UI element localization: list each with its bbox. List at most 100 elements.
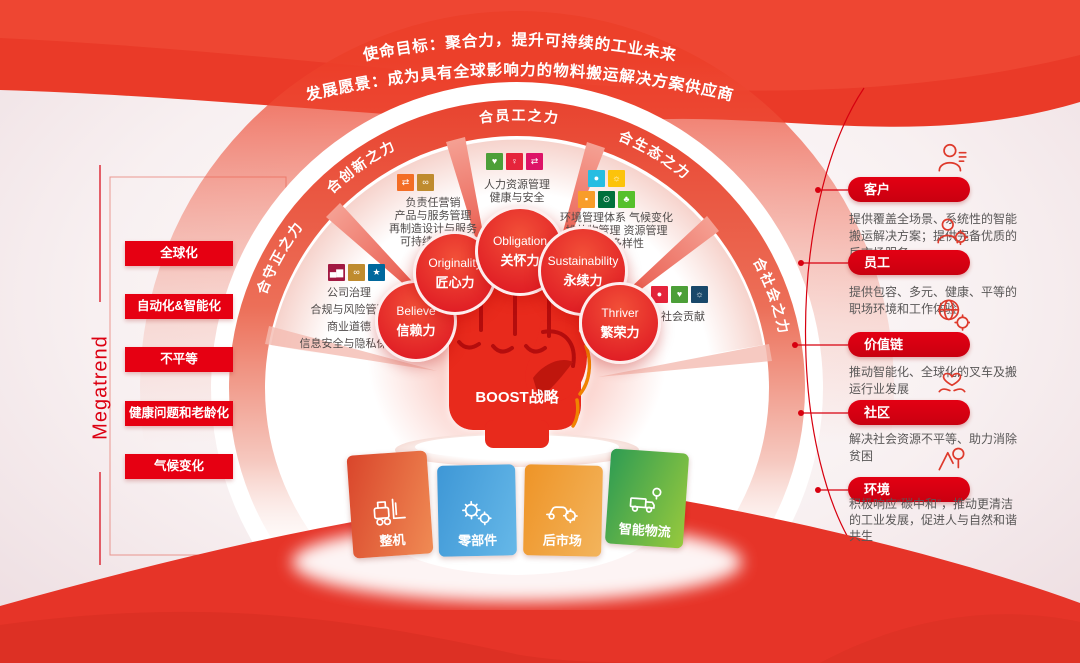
sdg-icon: ⇄ <box>397 174 414 191</box>
topic: 信息安全与隐私保护 <box>299 338 399 350</box>
circle-en-label: Believe <box>396 303 436 318</box>
circle-en-label: Thriver <box>601 305 639 320</box>
sdg-icon: ⊙ <box>598 191 615 208</box>
topic: 健康与安全 <box>489 192 545 204</box>
stakeholder-value-chain-desc: 推动智能化、全球化的叉车及搬运行业发展 <box>849 365 1018 396</box>
megatrend-item-automation: 自动化&智能化 <box>125 294 233 319</box>
circle-zh-label: 匠心力 <box>435 274 475 290</box>
sdg-icon-row: ♥ ♀ ⇄ <box>486 153 543 170</box>
megatrend-item-climate: 气候变化 <box>125 454 233 479</box>
pillar-label: 零部件 <box>457 532 498 549</box>
car-service-icon <box>546 506 578 524</box>
sdg-icon: ♥ <box>486 153 503 170</box>
wheel-outer-glow <box>140 11 894 663</box>
sdg-icon: ♣ <box>618 191 635 208</box>
sdg-glyph: ⊙ <box>602 194 611 204</box>
circle-en-label: Sustainability <box>547 253 619 268</box>
sdg-glyph: ▄▆ <box>329 267 344 277</box>
sdg-glyph: ▪ <box>584 194 589 204</box>
sdg-icon: ★ <box>368 264 385 281</box>
pillar-label: 后市场 <box>542 532 583 549</box>
gears-icon <box>462 500 492 526</box>
sdg-icon: ● <box>651 286 668 303</box>
segment-topics: 公司治理 合规与风险管理 商业道德 信息安全与隐私保护 <box>283 285 415 353</box>
sdg-icon-row: ● ☼ <box>588 170 625 187</box>
customer-icon <box>934 140 970 176</box>
stakeholder-employee-desc: 提供包容、多元、健康、平等的职场环境和工作体验 <box>849 285 1018 316</box>
megatrend-item-inequality: 不平等 <box>125 347 233 372</box>
sdg-icon: ♥ <box>671 286 688 303</box>
sdg-glyph: ♥ <box>676 289 683 299</box>
pillar-smart-logistics: 智能物流 <box>604 448 690 549</box>
sdg-glyph: ⇄ <box>401 177 410 187</box>
topic: 合规与风险管理 <box>310 304 388 316</box>
circle-zh-label: 繁荣力 <box>600 324 640 340</box>
bottom-wave-shade-right <box>820 614 1080 663</box>
connector-dots <box>792 187 821 493</box>
topic: 负责任营销 <box>405 197 461 209</box>
sdg-glyph: ♣ <box>623 194 630 204</box>
circle-zh-label: 信赖力 <box>396 322 436 338</box>
sdg-icon: ⇄ <box>526 153 543 170</box>
sdg-glyph: ☼ <box>695 289 704 299</box>
topic: 社会贡献 <box>661 311 705 323</box>
topic: 人力资源管理 <box>484 179 550 191</box>
sdg-icon-row: ▄▆ ∞ ★ <box>328 264 385 281</box>
environment-icon <box>934 440 970 476</box>
sdg-icon-row: ● ♥ ☼ <box>651 286 708 303</box>
pillar-parts: 零部件 <box>437 464 517 557</box>
sdg-icon: ∞ <box>417 174 434 191</box>
stakeholder-environment: 环境 <box>848 477 970 502</box>
stakeholder-customer: 客户 <box>848 177 970 202</box>
sdg-icon: ∞ <box>348 264 365 281</box>
sdg-icon: ▪ <box>578 191 595 208</box>
pillar-label: 智能物流 <box>618 521 672 540</box>
topic: 公司治理 <box>327 287 371 299</box>
pillar-aftermarket: 后市场 <box>523 464 603 557</box>
topic: 产品与服务管理 <box>394 210 472 222</box>
megatrend-item-health-aging: 健康问题和老龄化 <box>125 401 233 426</box>
stakeholder-community: 社区 <box>848 400 970 425</box>
circle-en-label: Obligation <box>492 233 548 248</box>
sdg-icon: ● <box>588 170 605 187</box>
sdg-glyph: ∞ <box>353 267 360 277</box>
sdg-glyph: ● <box>656 289 663 299</box>
sdg-icon-row: ▪ ⊙ ♣ <box>578 191 635 208</box>
segment-topics: 人力资源管理 健康与安全 <box>452 179 582 205</box>
power-circle-thriver: Thriver 繁荣力 <box>579 282 661 364</box>
stakeholder-environment-desc: 积极响应“碳中和”，推动更清洁的工业发展，促进人与自然和谐共生 <box>849 497 1018 543</box>
segment-topics: 负责任营销 产品与服务管理 再制造设计与服务 可持续供应链 <box>368 197 498 249</box>
circle-zh-label: 永续力 <box>563 272 603 288</box>
community-icon <box>934 363 970 399</box>
sdg-glyph: ★ <box>372 267 381 277</box>
pillar-complete-machine: 整机 <box>346 450 434 559</box>
sdg-icon-row: ⇄ ∞ <box>397 174 434 191</box>
circle-zh-label: 关怀力 <box>500 252 540 268</box>
circle-en-label: Originality <box>428 255 482 270</box>
segment-arc-label: 合员工之力 <box>478 107 559 126</box>
employee-icon <box>934 213 970 249</box>
stakeholder-value-chain: 价值链 <box>848 332 970 357</box>
sdg-icon: ☼ <box>608 170 625 187</box>
stakeholder-employee: 员工 <box>848 250 970 275</box>
sdg-glyph: ☼ <box>612 173 621 183</box>
sdg-glyph: ♀ <box>511 156 518 166</box>
sdg-icon: ☼ <box>691 286 708 303</box>
pillar-label: 整机 <box>379 532 407 549</box>
smart-logistics-icon <box>629 487 662 513</box>
bottom-wave-shade-left <box>0 611 700 663</box>
stakeholder-community-desc: 解决社会资源不平等、助力消除贫困 <box>849 432 1018 463</box>
megatrend-item-globalization: 全球化 <box>125 241 233 266</box>
sdg-glyph: ∞ <box>422 177 429 187</box>
sdg-glyph: ♥ <box>491 156 498 166</box>
boost-strategy-label: BOOST战略 <box>475 388 559 406</box>
sdg-glyph: ● <box>593 173 600 183</box>
segment-edge <box>598 344 772 377</box>
topic: 商业道德 <box>327 321 371 333</box>
megatrend-title: Megatrend <box>89 335 112 440</box>
segment-edge <box>265 326 437 371</box>
sdg-icon: ♀ <box>506 153 523 170</box>
topic: 环境管理体系 气候变化 <box>559 212 674 224</box>
sdg-glyph: ⇄ <box>530 156 539 166</box>
